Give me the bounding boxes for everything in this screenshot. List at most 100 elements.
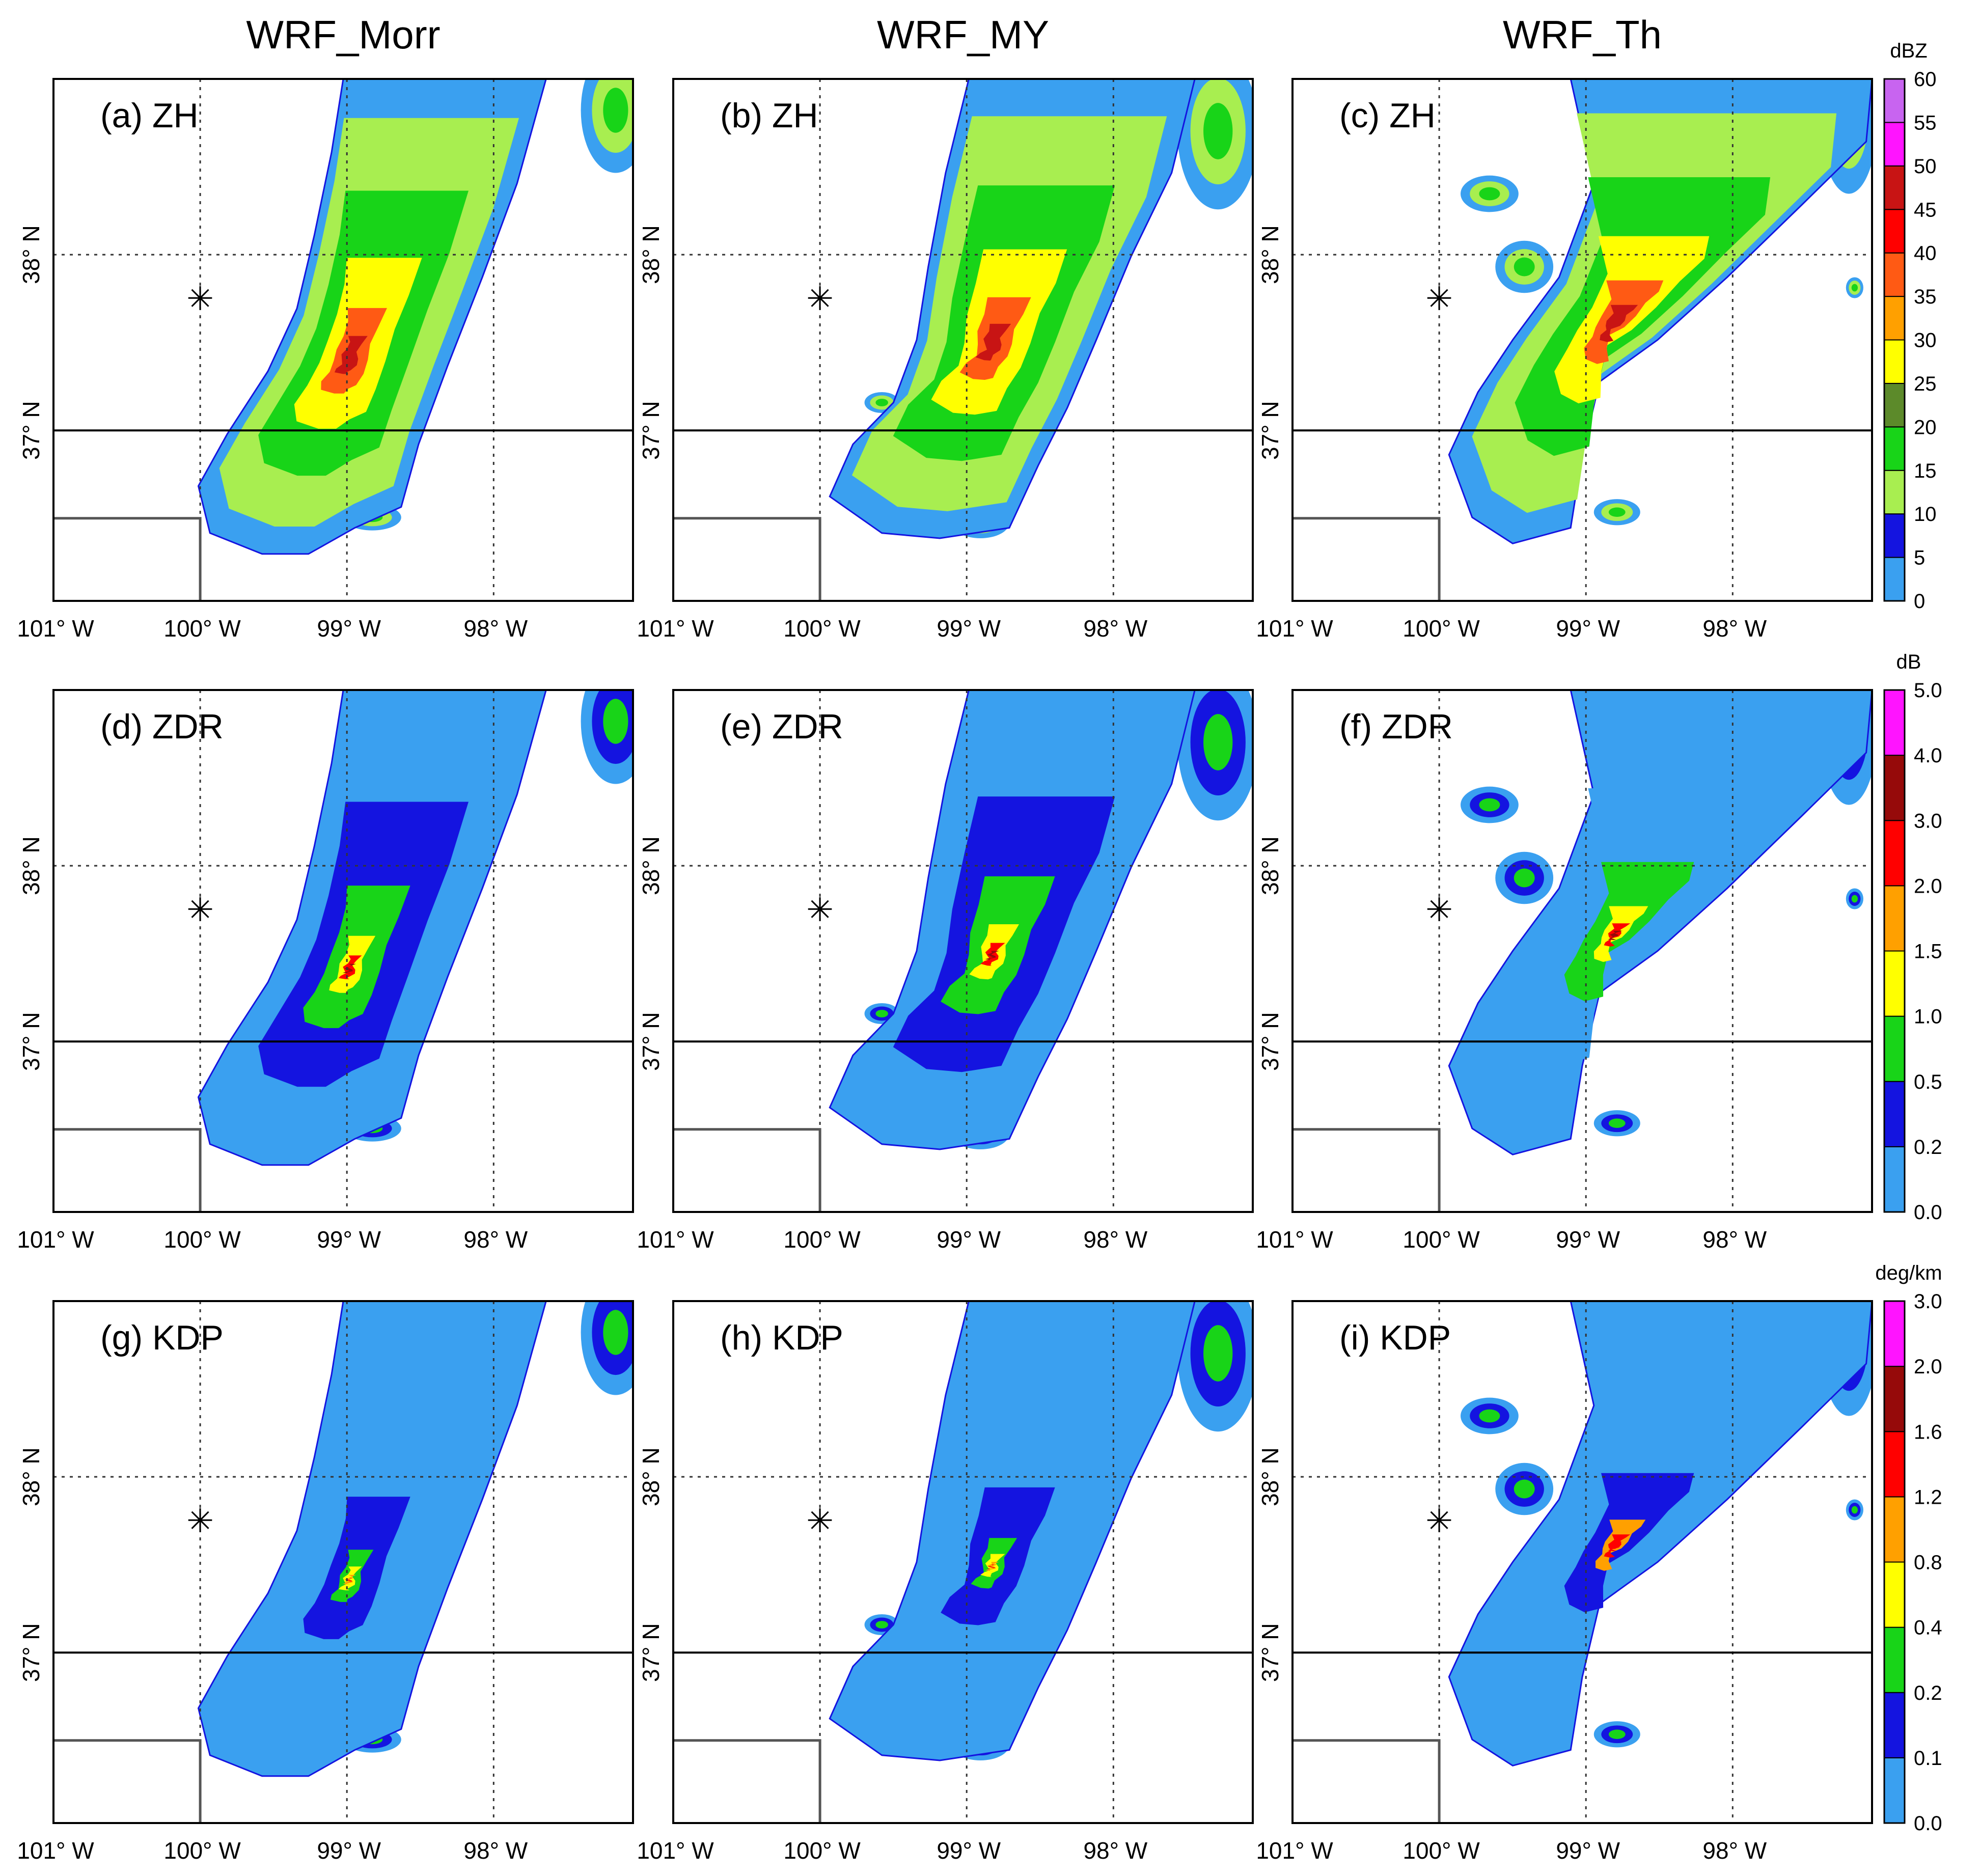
lon-tick-label: 99° W	[937, 1226, 1001, 1253]
lat-tick-label: 38° N	[1257, 836, 1283, 895]
colorbar-swatch	[1884, 513, 1905, 558]
contour-layer	[334, 336, 368, 374]
lat-tick-label: 37° N	[1257, 401, 1283, 460]
colorbar-tick-label: 15	[1914, 460, 1937, 482]
contour-layer	[1564, 1473, 1694, 1613]
lon-tick-label: 98° W	[463, 1837, 528, 1864]
panel-label: (d) ZDR	[100, 707, 224, 746]
column-title-wrf-th: WRF_Th	[1503, 12, 1662, 57]
panel-label: (i) KDP	[1339, 1318, 1451, 1357]
panel-frame	[52, 78, 634, 602]
colorbar: 0.0 0.1 0.2 0.4 0.8 1.2 1.6 2.0 3.0 deg/km	[1875, 1262, 1942, 1835]
map-panel: ✳ (g) KDP 101° W 100° W 99° W 98° W 37° N 38° N	[17, 1300, 634, 1864]
colorbar-tick-label: 1.5	[1914, 941, 1942, 963]
colorbar-swatch	[1884, 1757, 1905, 1824]
contour-layer	[986, 1564, 997, 1569]
colorbar-swatch	[1884, 1561, 1905, 1628]
colorbar: 0 5 10 15 20 25 30 35 40 45 50 55 60 dBZ	[1883, 40, 1937, 613]
colorbar-swatch	[1884, 1692, 1905, 1758]
colorbar-swatch	[1884, 820, 1905, 887]
colorbar-tick-label: 0.2	[1914, 1136, 1942, 1158]
colorbar-swatch	[1884, 382, 1905, 428]
colorbar-tick-label: 0.8	[1914, 1552, 1942, 1574]
colorbar-swatch	[1884, 689, 1905, 756]
contour-layer	[1600, 305, 1638, 342]
state-border-corner	[53, 1128, 202, 1212]
contour-layer	[342, 1575, 356, 1585]
echo-field	[197, 79, 633, 555]
lon-tick-label: 100° W	[163, 1837, 241, 1864]
colorbar-tick-label: 0.0	[1914, 1812, 1942, 1835]
lat-tick-label: 37° N	[638, 1012, 664, 1071]
echo-cell	[875, 399, 888, 406]
lon-tick-label: 98° W	[1702, 1837, 1767, 1864]
lon-tick-label: 99° W	[937, 615, 1001, 642]
lon-tick-label: 98° W	[1702, 1226, 1767, 1253]
echo-cell	[1203, 103, 1233, 159]
state-border-corner	[673, 517, 821, 601]
lat-tick-label: 38° N	[638, 225, 664, 284]
colorbar-unit: dB	[1896, 651, 1921, 673]
panel-frame	[672, 1300, 1254, 1824]
panel-label: (h) KDP	[720, 1318, 843, 1357]
colorbar-tick-label: 30	[1914, 329, 1937, 352]
radar-site-icon: ✳	[186, 891, 214, 929]
colorbar-tick-label: 0.4	[1914, 1617, 1942, 1639]
colorbar-swatch	[1884, 1626, 1905, 1693]
lon-tick-label: 99° W	[317, 615, 381, 642]
colorbar-frame	[1883, 1300, 1906, 1824]
echo-cell	[1851, 895, 1858, 903]
colorbar-tick-label: 5	[1914, 547, 1925, 569]
echo-field	[1448, 1301, 1872, 1767]
echo-field	[829, 79, 1253, 539]
lon-tick-label: 98° W	[1083, 1837, 1147, 1864]
colorbar-swatch	[1884, 296, 1905, 341]
colorbar-tick-label: 2.0	[1914, 1356, 1942, 1378]
lon-tick-label: 100° W	[1402, 1837, 1480, 1864]
colorbar-tick-label: 5.0	[1914, 679, 1942, 702]
contour-layer	[1593, 906, 1648, 962]
lon-tick-label: 100° W	[1402, 615, 1480, 642]
lon-tick-label: 101° W	[17, 615, 94, 642]
radar-site-icon: ✳	[806, 1502, 834, 1540]
map-panel: ✳ (d) ZDR 101° W 100° W 99° W 98° W 37° N 38° N	[17, 689, 634, 1253]
lon-tick-label: 99° W	[937, 1837, 1001, 1864]
colorbar-swatch	[1884, 885, 1905, 952]
colorbar-frame	[1883, 689, 1906, 1213]
colorbar-swatch	[1884, 470, 1905, 515]
panel-label: (a) ZH	[100, 96, 199, 135]
lat-tick-label: 38° N	[638, 1447, 664, 1506]
echo-field	[197, 1301, 633, 1777]
colorbar-swatch	[1884, 950, 1905, 1017]
colorbar-tick-label: 35	[1914, 286, 1937, 308]
colorbar-swatch	[1884, 1015, 1905, 1082]
colorbar-tick-label: 55	[1914, 112, 1937, 134]
state-border-corner	[1292, 517, 1441, 601]
colorbar-tick-label: 1.2	[1914, 1486, 1942, 1508]
lon-tick-label: 99° W	[1556, 1837, 1620, 1864]
panel-label: (c) ZH	[1339, 96, 1436, 135]
echo-cell	[603, 699, 628, 744]
lon-tick-label: 100° W	[163, 1226, 241, 1253]
echo-field	[197, 690, 633, 1166]
lon-tick-label: 100° W	[783, 1837, 861, 1864]
lat-tick-label: 37° N	[1257, 1623, 1283, 1682]
map-panel: ✳ (a) ZH 101° W 100° W 99° W 98° W 37° N 38° N	[17, 78, 634, 642]
panel-frame	[672, 689, 1254, 1213]
panel-label: (e) ZDR	[720, 707, 843, 746]
lat-tick-label: 37° N	[18, 401, 44, 460]
map-panel: ✳ (e) ZDR 101° W 100° W 99° W 98° W 37° N 38° N	[637, 689, 1254, 1253]
lon-tick-label: 101° W	[1256, 1226, 1333, 1253]
state-border-corner	[53, 517, 202, 601]
lat-tick-label: 38° N	[1257, 1447, 1283, 1506]
lon-tick-label: 98° W	[1083, 615, 1147, 642]
lon-tick-label: 99° W	[1556, 1226, 1620, 1253]
contour-layer	[342, 963, 356, 974]
lon-tick-label: 101° W	[1256, 1837, 1333, 1864]
colorbar-tick-label: 50	[1914, 155, 1937, 178]
contour-layer	[980, 943, 1005, 966]
colorbar-swatch	[1884, 165, 1905, 210]
contour-layer	[985, 1562, 999, 1571]
echo-cell	[1851, 284, 1858, 292]
echo-cell	[1479, 187, 1500, 201]
